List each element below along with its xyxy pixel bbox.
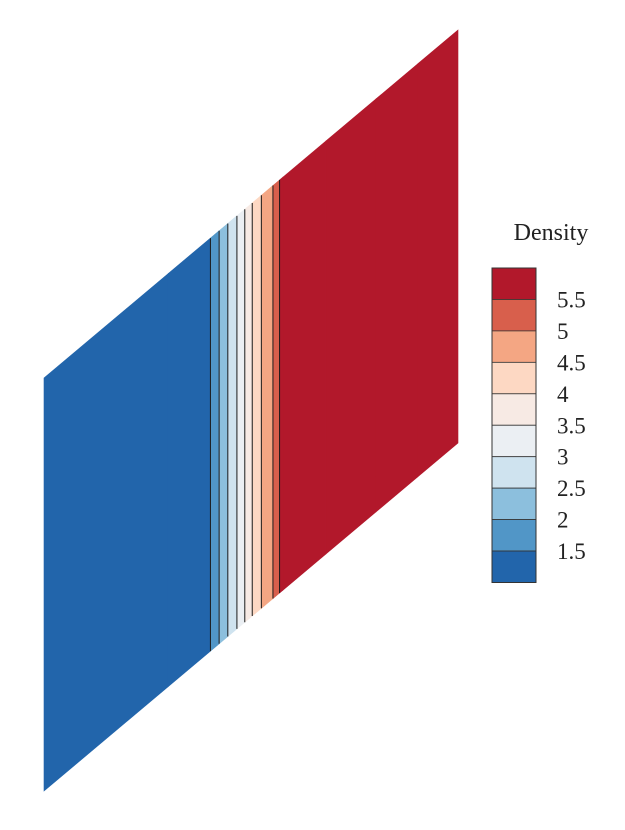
legend-swatches	[491, 267, 537, 583]
color-legend: Density 5.5 5 4.5 4 3.5 3 2.5 2 1.5	[491, 220, 589, 583]
legend-tick-label: 3	[557, 445, 569, 470]
contour-band	[375, 63, 419, 513]
legend-swatch	[491, 456, 537, 489]
legend-tick-label: 1.5	[557, 539, 586, 564]
contour-band	[272, 179, 280, 600]
legend-swatch	[491, 393, 537, 426]
contour-band	[43, 272, 169, 792]
contour-band	[251, 194, 262, 617]
legend-tick-labels: 5.5 5 4.5 4 3.5 3 2.5 2 1.5	[557, 287, 586, 564]
legend-swatch	[491, 267, 537, 300]
legend-swatch	[491, 519, 537, 552]
legend-swatch	[491, 424, 537, 458]
contour-band	[261, 184, 274, 609]
legend-tick-label: 2.5	[557, 476, 586, 501]
legend-swatch	[491, 550, 537, 583]
contour-band	[227, 215, 238, 638]
contour-band	[244, 202, 253, 623]
contour-field	[43, 29, 459, 792]
legend-tick-label: 3.5	[557, 413, 586, 438]
legend-tick-label: 4	[557, 382, 569, 407]
legend-frame	[491, 267, 537, 583]
legend-tick-label: 5	[557, 319, 569, 344]
legend-swatch	[491, 299, 537, 332]
contour-band	[325, 98, 377, 555]
legend-swatch	[491, 361, 537, 395]
contour-band	[210, 230, 220, 652]
legend-tick-label: 5.5	[557, 287, 586, 312]
contour-band	[167, 237, 211, 688]
legend-swatch	[491, 330, 537, 363]
legend-swatch	[491, 487, 537, 520]
legend-title: Density	[514, 220, 589, 246]
contour-band	[236, 208, 246, 630]
contour-band	[417, 29, 459, 478]
legend-tick-label: 4.5	[557, 350, 586, 375]
contour-band	[218, 222, 229, 645]
legend-tick-label: 2	[557, 508, 569, 533]
contour-band	[282, 140, 327, 591]
